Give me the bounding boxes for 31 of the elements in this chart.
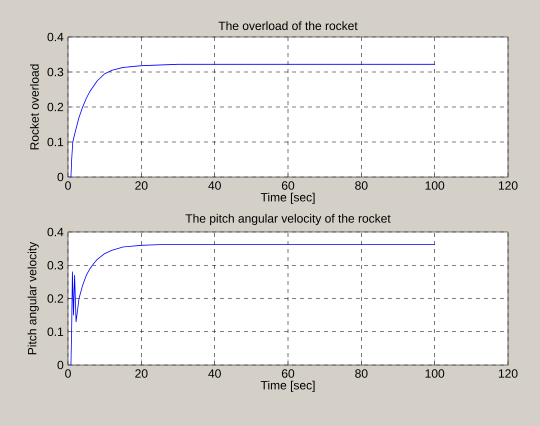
y-tick-label: 0.1 xyxy=(48,138,64,146)
x-tick-label: 20 xyxy=(135,181,148,190)
x-tick-label: 0 xyxy=(65,181,71,190)
y-axis-title: Pitch angular velocity xyxy=(28,242,39,354)
x-axis-title: Time [sec] xyxy=(260,192,315,204)
x-tick-label: 40 xyxy=(208,181,221,190)
y-tick-label: 0 xyxy=(58,360,64,370)
x-tick-label: 100 xyxy=(426,369,444,378)
x-tick-label: 80 xyxy=(355,369,368,378)
y-tick-label: 0.3 xyxy=(48,68,64,76)
y-tick-label: 0.1 xyxy=(48,327,64,336)
y-axis-title: Rocket overload xyxy=(30,64,39,150)
y-tick-label: 0.4 xyxy=(48,228,64,236)
y-tick-label: 0 xyxy=(58,172,64,182)
chart-title: The overload of the rocket xyxy=(218,21,358,30)
x-tick-label: 80 xyxy=(355,181,368,190)
x-tick-label: 120 xyxy=(498,181,518,190)
y-tick-label: 0.2 xyxy=(48,294,64,303)
y-tick-label: 0.4 xyxy=(48,32,64,42)
x-tick-label: 100 xyxy=(426,181,444,190)
x-tick-label: 0 xyxy=(65,369,71,378)
y-tick-label: 0.2 xyxy=(48,102,64,112)
x-tick-label: 20 xyxy=(135,369,148,378)
y-tick-label: 0.3 xyxy=(48,260,64,270)
x-tick-label: 120 xyxy=(498,369,518,378)
x-axis-title: Time [sec] xyxy=(260,380,315,392)
x-tick-label: 60 xyxy=(282,369,294,378)
line-series xyxy=(68,244,436,365)
x-tick-label: 40 xyxy=(208,369,221,378)
x-tick-label: 60 xyxy=(282,181,294,190)
chart-title: The pitch angular velocity of the rocket xyxy=(186,214,391,226)
